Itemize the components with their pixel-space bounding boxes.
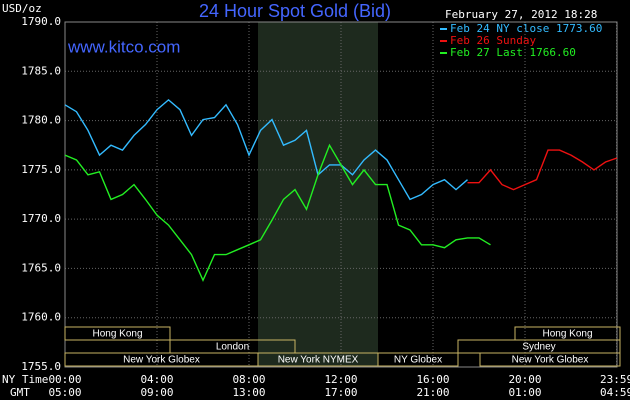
x2-axis-label: GMT: [10, 386, 30, 399]
x-axis-label: NY Time: [2, 373, 48, 386]
session-box: [514, 326, 621, 341]
session-label: New York NYMEX: [278, 355, 359, 366]
x2-tick-label: 01:00: [508, 386, 541, 399]
site: www.kitco.com: [67, 37, 180, 56]
price-line: [64, 98, 468, 201]
session-box: [64, 326, 171, 341]
price-line: [64, 143, 491, 283]
x2-tick-label: 04:59: [600, 386, 630, 399]
session-label: Hong Kong: [542, 329, 592, 340]
x2-tick-label: 05:00: [48, 386, 81, 399]
nymex-shade: [258, 22, 378, 367]
x-tick-label: 23:59: [600, 373, 630, 386]
x-tick-label: 04:00: [140, 373, 173, 386]
y-tick-label: 1785.0: [21, 64, 61, 77]
x-tick-label: 00:00: [48, 373, 81, 386]
session-label: NY Globex: [394, 355, 442, 366]
chart-title: 24 Hour Spot Gold (Bid): [199, 1, 391, 21]
session-box: [479, 352, 621, 367]
session-label: New York Globex: [123, 355, 200, 366]
y-tick-label: 1755.0: [21, 360, 61, 373]
session-box: [377, 352, 459, 367]
x2-tick-label: 13:00: [232, 386, 265, 399]
plot-frame: [64, 21, 618, 368]
y-tick-label: 1770.0: [21, 212, 61, 225]
y-tick-label: 1760.0: [21, 311, 61, 324]
y-tick-label: 1765.0: [21, 261, 61, 274]
x2-tick-label: 21:00: [416, 386, 449, 399]
y-tick-label: 1780.0: [21, 114, 61, 127]
session-label: Sydney: [522, 342, 555, 353]
y-axis-label: USD/oz: [2, 2, 42, 15]
price-line: [467, 149, 618, 191]
x-tick-label: 12:00: [324, 373, 357, 386]
x2-tick-label: 09:00: [140, 386, 173, 399]
x-tick-label: 20:00: [508, 373, 541, 386]
session-label: Hong Kong: [92, 329, 142, 340]
y-tick-label: 1775.0: [21, 163, 61, 176]
x-tick-label: 16:00: [416, 373, 449, 386]
legend-entry: Feb 26 Sunday: [450, 34, 536, 47]
y-tick-label: 1790.0: [21, 15, 61, 28]
session-label: London: [216, 342, 249, 353]
legend-entry: Feb 24 NY close 1773.60: [450, 22, 602, 35]
session-label: New York Globex: [512, 355, 589, 366]
timestamp: February 27, 2012 18:28: [445, 8, 597, 21]
x2-tick-label: 17:00: [324, 386, 357, 399]
x-tick-label: 08:00: [232, 373, 265, 386]
legend-entry: Feb 27 Last 1766.60: [450, 46, 576, 59]
